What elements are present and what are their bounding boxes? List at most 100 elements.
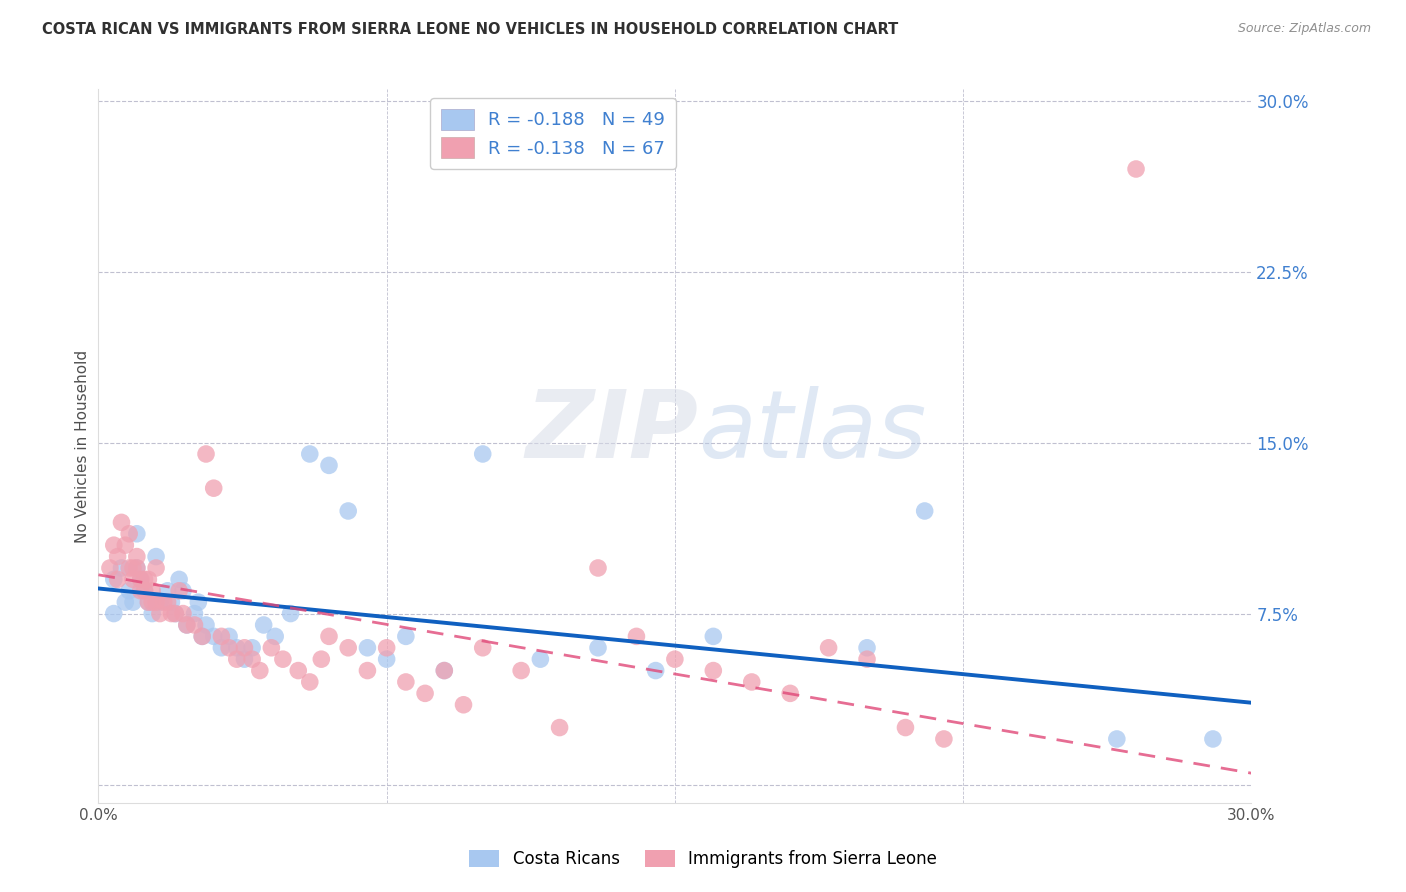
Point <box>510 664 533 678</box>
Point <box>122 573 145 587</box>
Point <box>856 640 879 655</box>
Point <box>107 573 129 587</box>
Point <box>167 573 190 587</box>
Point <box>856 652 879 666</box>
Point <box>138 573 160 587</box>
Point <box>138 595 160 609</box>
Point <box>1125 161 1147 176</box>
Point <box>141 583 163 598</box>
Point <box>103 538 125 552</box>
Point <box>172 607 194 621</box>
Legend: R = -0.188   N = 49, R = -0.138   N = 67: R = -0.188 N = 49, R = -0.138 N = 67 <box>430 98 676 169</box>
Point <box>453 698 475 712</box>
Point <box>176 618 198 632</box>
Point <box>375 652 398 666</box>
Text: COSTA RICAN VS IMMIGRANTS FROM SIERRA LEONE NO VEHICLES IN HOUSEHOLD CORRELATION: COSTA RICAN VS IMMIGRANTS FROM SIERRA LE… <box>42 22 898 37</box>
Point <box>118 583 141 598</box>
Point <box>202 481 225 495</box>
Point <box>125 561 148 575</box>
Point <box>160 607 183 621</box>
Point <box>233 652 256 666</box>
Point <box>337 504 360 518</box>
Point <box>114 595 136 609</box>
Point <box>114 538 136 552</box>
Point <box>149 595 172 609</box>
Point <box>586 640 609 655</box>
Point <box>218 629 240 643</box>
Point <box>202 629 225 643</box>
Point <box>741 675 763 690</box>
Point <box>225 640 247 655</box>
Text: atlas: atlas <box>697 386 927 477</box>
Point <box>375 640 398 655</box>
Point <box>183 618 205 632</box>
Point <box>433 664 456 678</box>
Point <box>129 583 152 598</box>
Point <box>141 607 163 621</box>
Point <box>318 629 340 643</box>
Point <box>298 675 321 690</box>
Point <box>356 640 378 655</box>
Point <box>187 595 209 609</box>
Point <box>129 573 152 587</box>
Point <box>529 652 551 666</box>
Point <box>156 583 179 598</box>
Point <box>395 675 418 690</box>
Point <box>548 721 571 735</box>
Point <box>134 583 156 598</box>
Point <box>233 640 256 655</box>
Point <box>134 583 156 598</box>
Point <box>176 618 198 632</box>
Point <box>311 652 333 666</box>
Point <box>118 526 141 541</box>
Point <box>318 458 340 473</box>
Point <box>260 640 283 655</box>
Point <box>471 447 494 461</box>
Point <box>298 447 321 461</box>
Point <box>98 561 121 575</box>
Point <box>118 561 141 575</box>
Point <box>249 664 271 678</box>
Point <box>156 595 179 609</box>
Point <box>586 561 609 575</box>
Point <box>395 629 418 643</box>
Point <box>191 629 214 643</box>
Point <box>932 731 955 746</box>
Point <box>195 447 218 461</box>
Point <box>264 629 287 643</box>
Point <box>160 595 183 609</box>
Point <box>225 652 247 666</box>
Point <box>914 504 936 518</box>
Point <box>1105 731 1128 746</box>
Point <box>702 629 724 643</box>
Point <box>240 640 263 655</box>
Point <box>471 640 494 655</box>
Point <box>183 607 205 621</box>
Point <box>702 664 724 678</box>
Point <box>218 640 240 655</box>
Point <box>894 721 917 735</box>
Point <box>271 652 294 666</box>
Point <box>145 549 167 564</box>
Point <box>1202 731 1225 746</box>
Point <box>626 629 648 643</box>
Point <box>779 686 801 700</box>
Point <box>209 640 232 655</box>
Point <box>433 664 456 678</box>
Point <box>122 561 145 575</box>
Point <box>103 573 125 587</box>
Point <box>165 607 187 621</box>
Point <box>253 618 276 632</box>
Point <box>141 595 163 609</box>
Point <box>110 561 132 575</box>
Point <box>134 573 156 587</box>
Point <box>110 516 132 530</box>
Point <box>167 583 190 598</box>
Point <box>125 549 148 564</box>
Point <box>191 629 214 643</box>
Point <box>145 595 167 609</box>
Point <box>644 664 666 678</box>
Point <box>149 607 172 621</box>
Point <box>817 640 839 655</box>
Point <box>664 652 686 666</box>
